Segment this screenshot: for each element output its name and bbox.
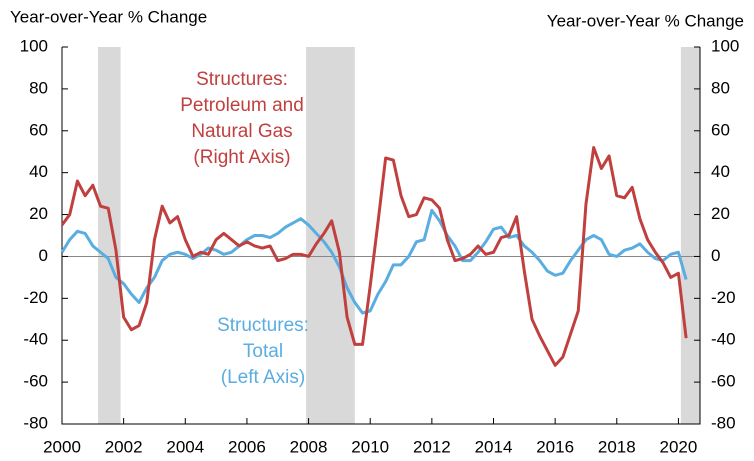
x-tick-label: 2000 [43, 437, 81, 456]
y-axis-label: Year-over-Year % Change [10, 7, 207, 26]
y2-tick-label: -80 [711, 413, 736, 432]
recession-shade [306, 47, 355, 424]
annotation: Structures: [217, 315, 309, 336]
x-tick-label: 2018 [598, 437, 636, 456]
y-tick-label: 60 [29, 120, 48, 139]
y2-tick-label: 20 [711, 204, 730, 223]
y2-axis-label: Year-over-Year % Change [547, 11, 744, 30]
x-tick-label: 2020 [660, 437, 698, 456]
x-tick-label: 2004 [166, 437, 204, 456]
x-tick-label: 2002 [105, 437, 143, 456]
x-tick-label: 2014 [475, 437, 513, 456]
recession-shade [98, 47, 121, 424]
y2-tick-label: -20 [711, 288, 736, 307]
y-tick-label: 80 [29, 78, 48, 97]
annotation: Structures: [196, 69, 288, 90]
annotation: Total [243, 341, 283, 362]
y2-tick-label: 40 [711, 162, 730, 181]
annotation: Petroleum and [180, 95, 304, 116]
axis-frame [61, 47, 701, 425]
y-tick-label: 0 [39, 246, 48, 265]
y-tick-label: 40 [29, 162, 48, 181]
series-line [60, 146, 688, 367]
x-tick-label: 2008 [290, 437, 328, 456]
annotation: (Right Axis) [193, 147, 290, 168]
annotation: Natural Gas [191, 121, 292, 142]
y-tick-label: -80 [23, 413, 48, 432]
y-tick-label: 100 [20, 36, 48, 55]
recession-shade [680, 47, 700, 424]
y2-tick-label: 60 [711, 120, 730, 139]
y-tick-label: -40 [23, 330, 48, 349]
x-tick-label: 2016 [536, 437, 574, 456]
y-tick-label: 20 [29, 204, 48, 223]
x-tick-label: 2010 [351, 437, 389, 456]
y2-tick-label: -60 [711, 372, 736, 391]
y2-tick-label: 80 [711, 78, 730, 97]
y-tick-label: -20 [23, 288, 48, 307]
y-tick-label: -60 [23, 372, 48, 391]
y2-tick-label: 0 [711, 246, 720, 265]
x-tick-label: 2012 [413, 437, 451, 456]
y2-tick-label: 100 [711, 36, 739, 55]
x-tick-label: 2006 [228, 437, 266, 456]
y2-tick-label: -40 [711, 330, 736, 349]
annotation: (Left Axis) [221, 367, 305, 388]
